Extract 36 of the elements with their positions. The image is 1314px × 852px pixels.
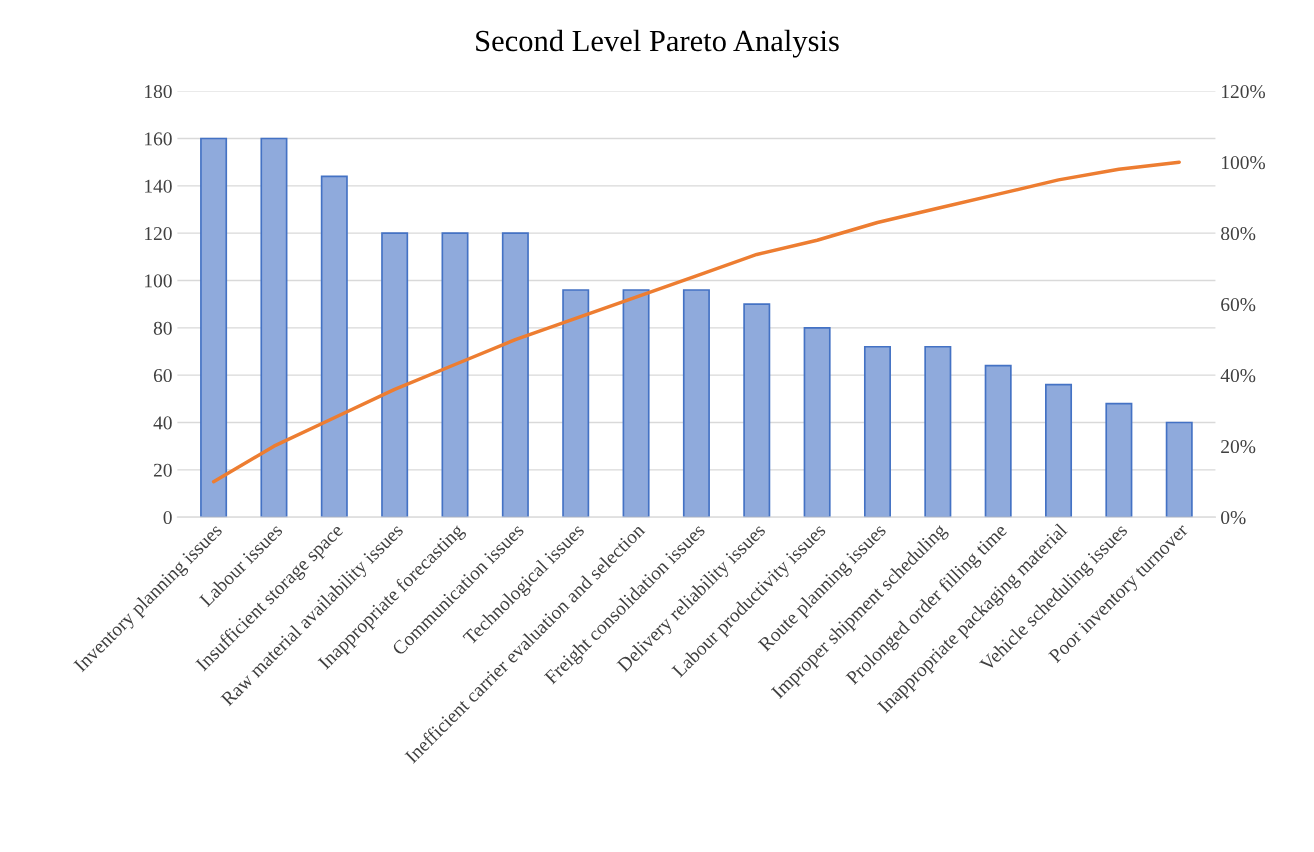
y-tick-label: 100 [145, 274, 172, 288]
y2-tick-label: 40% [1220, 368, 1256, 383]
bar [441, 232, 469, 518]
bar [622, 289, 650, 518]
chart-title: Second Level Pareto Analysis [476, 29, 839, 58]
bar [260, 137, 288, 518]
y-tick-label: 40 [153, 416, 172, 430]
bar [200, 137, 228, 518]
bar [1045, 383, 1073, 518]
y-tick-label: 180 [145, 84, 172, 99]
y-tick-label: 120 [145, 226, 172, 241]
y-tick-label: 160 [145, 132, 172, 146]
y-tick-label: 140 [145, 179, 172, 193]
bar [924, 345, 952, 518]
bar [562, 289, 590, 518]
bar [381, 232, 409, 518]
bar [1105, 402, 1133, 518]
bar [803, 326, 831, 518]
bar [501, 232, 529, 518]
y2-tick-label: 120% [1222, 84, 1266, 99]
bar [1165, 421, 1193, 518]
y-tick-label: 60 [153, 368, 172, 383]
bar [320, 175, 348, 518]
bar [743, 303, 771, 518]
y2-tick-label: 100% [1222, 155, 1266, 170]
line-series [211, 160, 1181, 484]
y2-tick-label: 20% [1221, 439, 1256, 454]
y2-tick-label: 60% [1221, 297, 1256, 312]
y2-tick-label: 80% [1221, 226, 1256, 241]
bar [682, 289, 710, 518]
y-tick-label: 0 [163, 510, 172, 525]
y-tick-label: 20 [153, 463, 172, 477]
y2-tick-label: 0% [1221, 510, 1246, 525]
y-tick-label: 80 [153, 321, 172, 335]
bar [984, 364, 1012, 518]
bar [863, 345, 891, 518]
